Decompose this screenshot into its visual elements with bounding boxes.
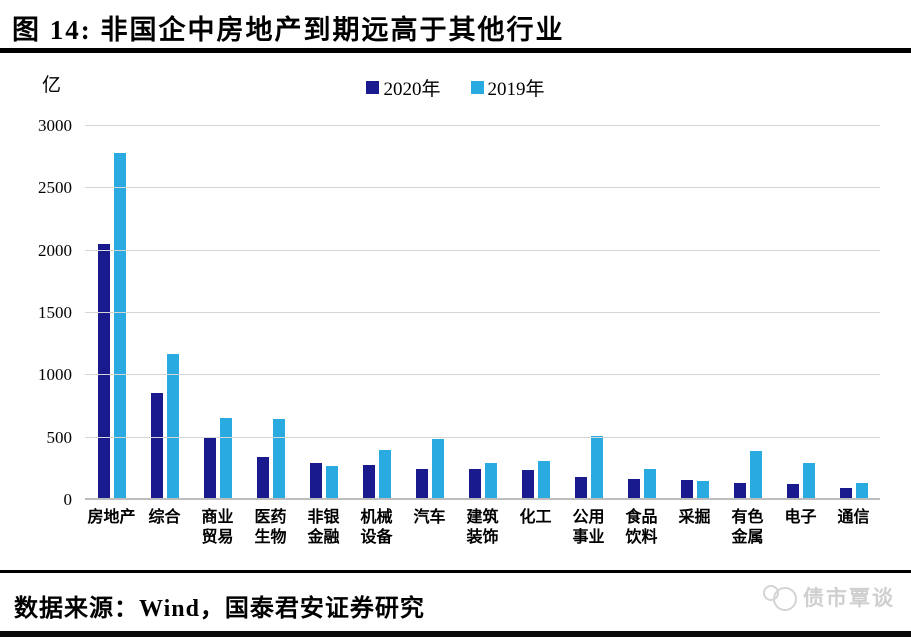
bar: [362, 465, 375, 500]
bar-group: [350, 126, 403, 500]
bar-group: [138, 126, 191, 500]
bar-group: [297, 126, 350, 500]
y-tick-label-2500: 2500: [38, 178, 72, 198]
bar: [415, 468, 428, 500]
y-axis-unit-label: 亿: [42, 75, 62, 96]
bar-group: [774, 126, 827, 500]
y-tick-label-500: 500: [46, 427, 73, 447]
x-tick-label: 电子: [784, 509, 817, 526]
legend-item-2019年: 2019年: [470, 74, 545, 101]
legend-item-2020年: 2020年: [366, 74, 441, 101]
y-tick-label-1500: 1500: [38, 303, 72, 322]
y-tick-label-1000: 1000: [38, 365, 72, 385]
y-axis-tick-labels: 0 500 1000 1500 2000 2500 3000: [0, 116, 73, 509]
bar: [643, 468, 656, 500]
bar-group: [827, 126, 880, 500]
bar: [468, 468, 481, 500]
panda-logo-icon: [763, 583, 797, 611]
x-tick-label: 汽车: [413, 509, 446, 526]
gridline-1500: [85, 312, 880, 313]
chart-legend: 2020年 2019年: [0, 74, 911, 101]
x-tick-label: 化工: [519, 509, 552, 526]
x-tick-label: 综合: [148, 509, 181, 526]
x-tick-label: 房地产: [87, 509, 136, 526]
x-axis-tick-labels: 房地产 综合 商业 贸易 医药 生物 非银 金融 机械 设备 汽车 建筑 装饰 化工 公用 事业 食品 饮料 采掘 有…: [85, 508, 880, 548]
bar: [627, 479, 640, 500]
legend-label: 2019年: [487, 79, 545, 100]
gridline-2000: [85, 249, 880, 251]
bar: [733, 482, 746, 500]
bar: [309, 462, 322, 500]
x-tick-label: 建筑 装饰: [466, 509, 499, 546]
gridline-2500: [85, 187, 880, 189]
watermark-text: 债市覃谈: [803, 586, 895, 610]
bar: [786, 484, 799, 500]
watermark: 债市覃谈: [763, 582, 895, 612]
x-tick-label: 通信: [837, 509, 870, 526]
x-tick-label: 非银 金融: [307, 509, 340, 546]
bar-chart: 亿 2020年 2019年 0 500 1000 1500 2000 2500 3000 房地…: [0, 56, 911, 570]
gridline-500: [85, 436, 880, 438]
bar: [839, 487, 852, 500]
bar: [203, 437, 216, 500]
bar: [749, 451, 762, 500]
x-tick-label: 商业 贸易: [201, 509, 234, 546]
bar: [219, 417, 232, 500]
bar-group: [403, 126, 456, 500]
bar-group: [509, 126, 562, 500]
gridline-3000: [85, 125, 880, 126]
x-tick-label: 有色 金属: [731, 509, 764, 546]
bottom-border-band: [0, 631, 911, 637]
footer-divider: [0, 570, 911, 573]
bar: [574, 476, 587, 500]
bar-group: [244, 126, 297, 500]
bar: [484, 462, 497, 500]
x-tick-label: 食品 饮料: [625, 509, 658, 546]
title-divider: [0, 48, 911, 53]
bar: [166, 354, 179, 500]
bar: [521, 470, 534, 500]
data-source-note: 数据来源：Wind，国泰君安证券研究: [14, 596, 425, 622]
gridline-1000: [85, 374, 880, 376]
bar: [537, 461, 550, 500]
x-tick-label: 采掘: [678, 509, 711, 526]
bar: [272, 418, 285, 500]
bar: [431, 438, 444, 500]
bar: [256, 457, 269, 500]
bar: [696, 481, 709, 500]
bar: [590, 435, 603, 500]
bar-group: [668, 126, 721, 500]
bar: [325, 466, 338, 500]
bar: [802, 462, 815, 500]
y-tick-label-3000: 3000: [38, 116, 72, 135]
bar: [150, 392, 163, 500]
figure-title: 图 14: 非国企中房地产到期远高于其他行业: [12, 15, 565, 45]
plot-area: [85, 125, 880, 500]
bar: [378, 450, 391, 500]
bar-group: [191, 126, 244, 500]
y-tick-label-2000: 2000: [38, 240, 72, 260]
gridline-0: [85, 498, 880, 500]
bar: [97, 244, 110, 500]
bar: [855, 482, 868, 500]
y-tick-label-0: 0: [63, 490, 73, 509]
legend-label: 2020年: [383, 79, 441, 100]
x-tick-label: 公用 事业: [572, 509, 605, 546]
legend-swatch: [470, 81, 484, 94]
bar-group: [85, 126, 138, 500]
bar: [113, 153, 126, 500]
bar-groups: [85, 126, 880, 500]
bar-group: [562, 126, 615, 500]
bar-group: [456, 126, 509, 500]
bar: [680, 480, 693, 500]
x-tick-label: 医药 生物: [254, 509, 287, 546]
bar-group: [721, 126, 774, 500]
x-tick-label: 机械 设备: [360, 509, 393, 546]
legend-swatch: [366, 81, 380, 94]
bar-group: [615, 126, 668, 500]
